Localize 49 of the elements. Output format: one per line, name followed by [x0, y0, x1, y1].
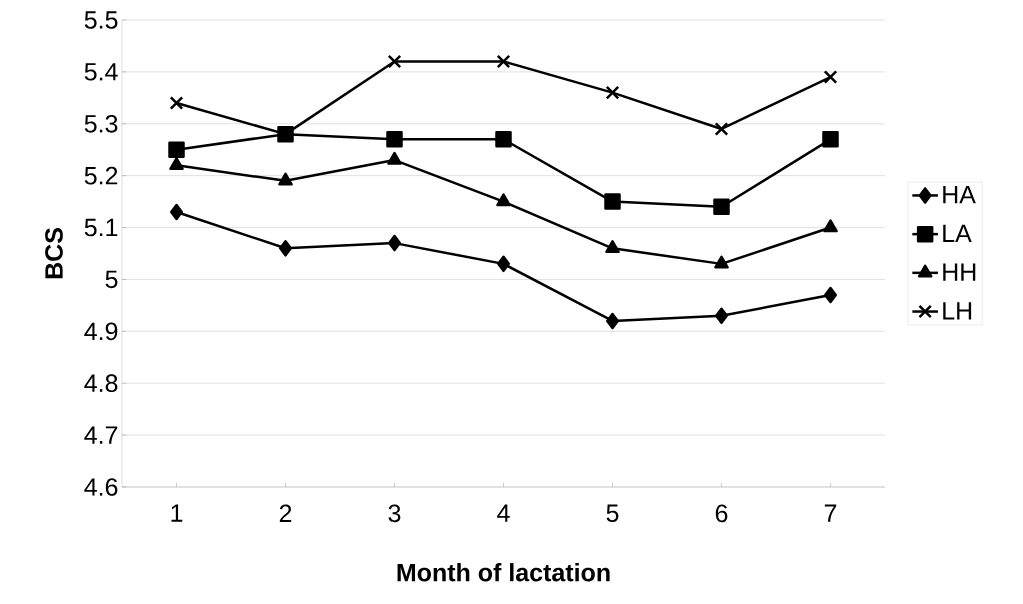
point — [604, 193, 621, 210]
y-tick-label: 4.9 — [84, 322, 118, 341]
point — [823, 219, 838, 233]
point — [714, 122, 729, 136]
y-tick-label: 5.4 — [84, 63, 118, 81]
x-tick-label: 5 — [606, 504, 619, 522]
point — [169, 96, 184, 110]
point — [495, 131, 512, 148]
x-tick-label: 4 — [497, 504, 510, 522]
x-axis-title: Month of lactation — [397, 563, 610, 582]
point — [824, 286, 837, 304]
point — [387, 54, 402, 69]
point — [715, 307, 728, 325]
point — [606, 312, 619, 330]
y-tick-label: 5.3 — [84, 114, 118, 133]
y-tick-label: 4.6 — [84, 478, 118, 496]
x-tick-label: 7 — [824, 504, 837, 522]
point — [278, 172, 293, 186]
legend-label: LH — [943, 302, 972, 320]
point — [714, 255, 729, 269]
legend-label: LA — [943, 224, 972, 242]
point — [168, 141, 185, 158]
point — [169, 157, 184, 171]
y-tick-label: 5.5 — [84, 11, 118, 29]
x-tick-label: 6 — [715, 504, 728, 523]
x-tick-label: 3 — [388, 504, 401, 523]
point — [823, 70, 838, 84]
point — [170, 203, 184, 221]
point — [279, 240, 293, 257]
legend-label: HA — [943, 186, 976, 204]
point — [496, 54, 511, 69]
point — [605, 240, 620, 254]
y-tick-label: 4.8 — [84, 374, 118, 393]
x-tick-label: 1 — [171, 504, 183, 522]
x-tick-label: 2 — [279, 504, 292, 522]
point — [713, 198, 730, 216]
point — [605, 85, 620, 100]
point — [497, 255, 511, 273]
y-tick-label: 4.7 — [84, 426, 118, 444]
y-tick-label: 5.1 — [84, 218, 118, 237]
point — [387, 151, 402, 165]
point — [496, 193, 511, 207]
y-axis-title: BCS — [45, 228, 63, 279]
y-tick-label: 5 — [105, 270, 118, 289]
point — [388, 234, 402, 252]
point — [822, 131, 839, 148]
point — [386, 131, 403, 148]
y-tick-label: 5.2 — [84, 166, 118, 185]
legend-label: HH — [943, 263, 976, 281]
